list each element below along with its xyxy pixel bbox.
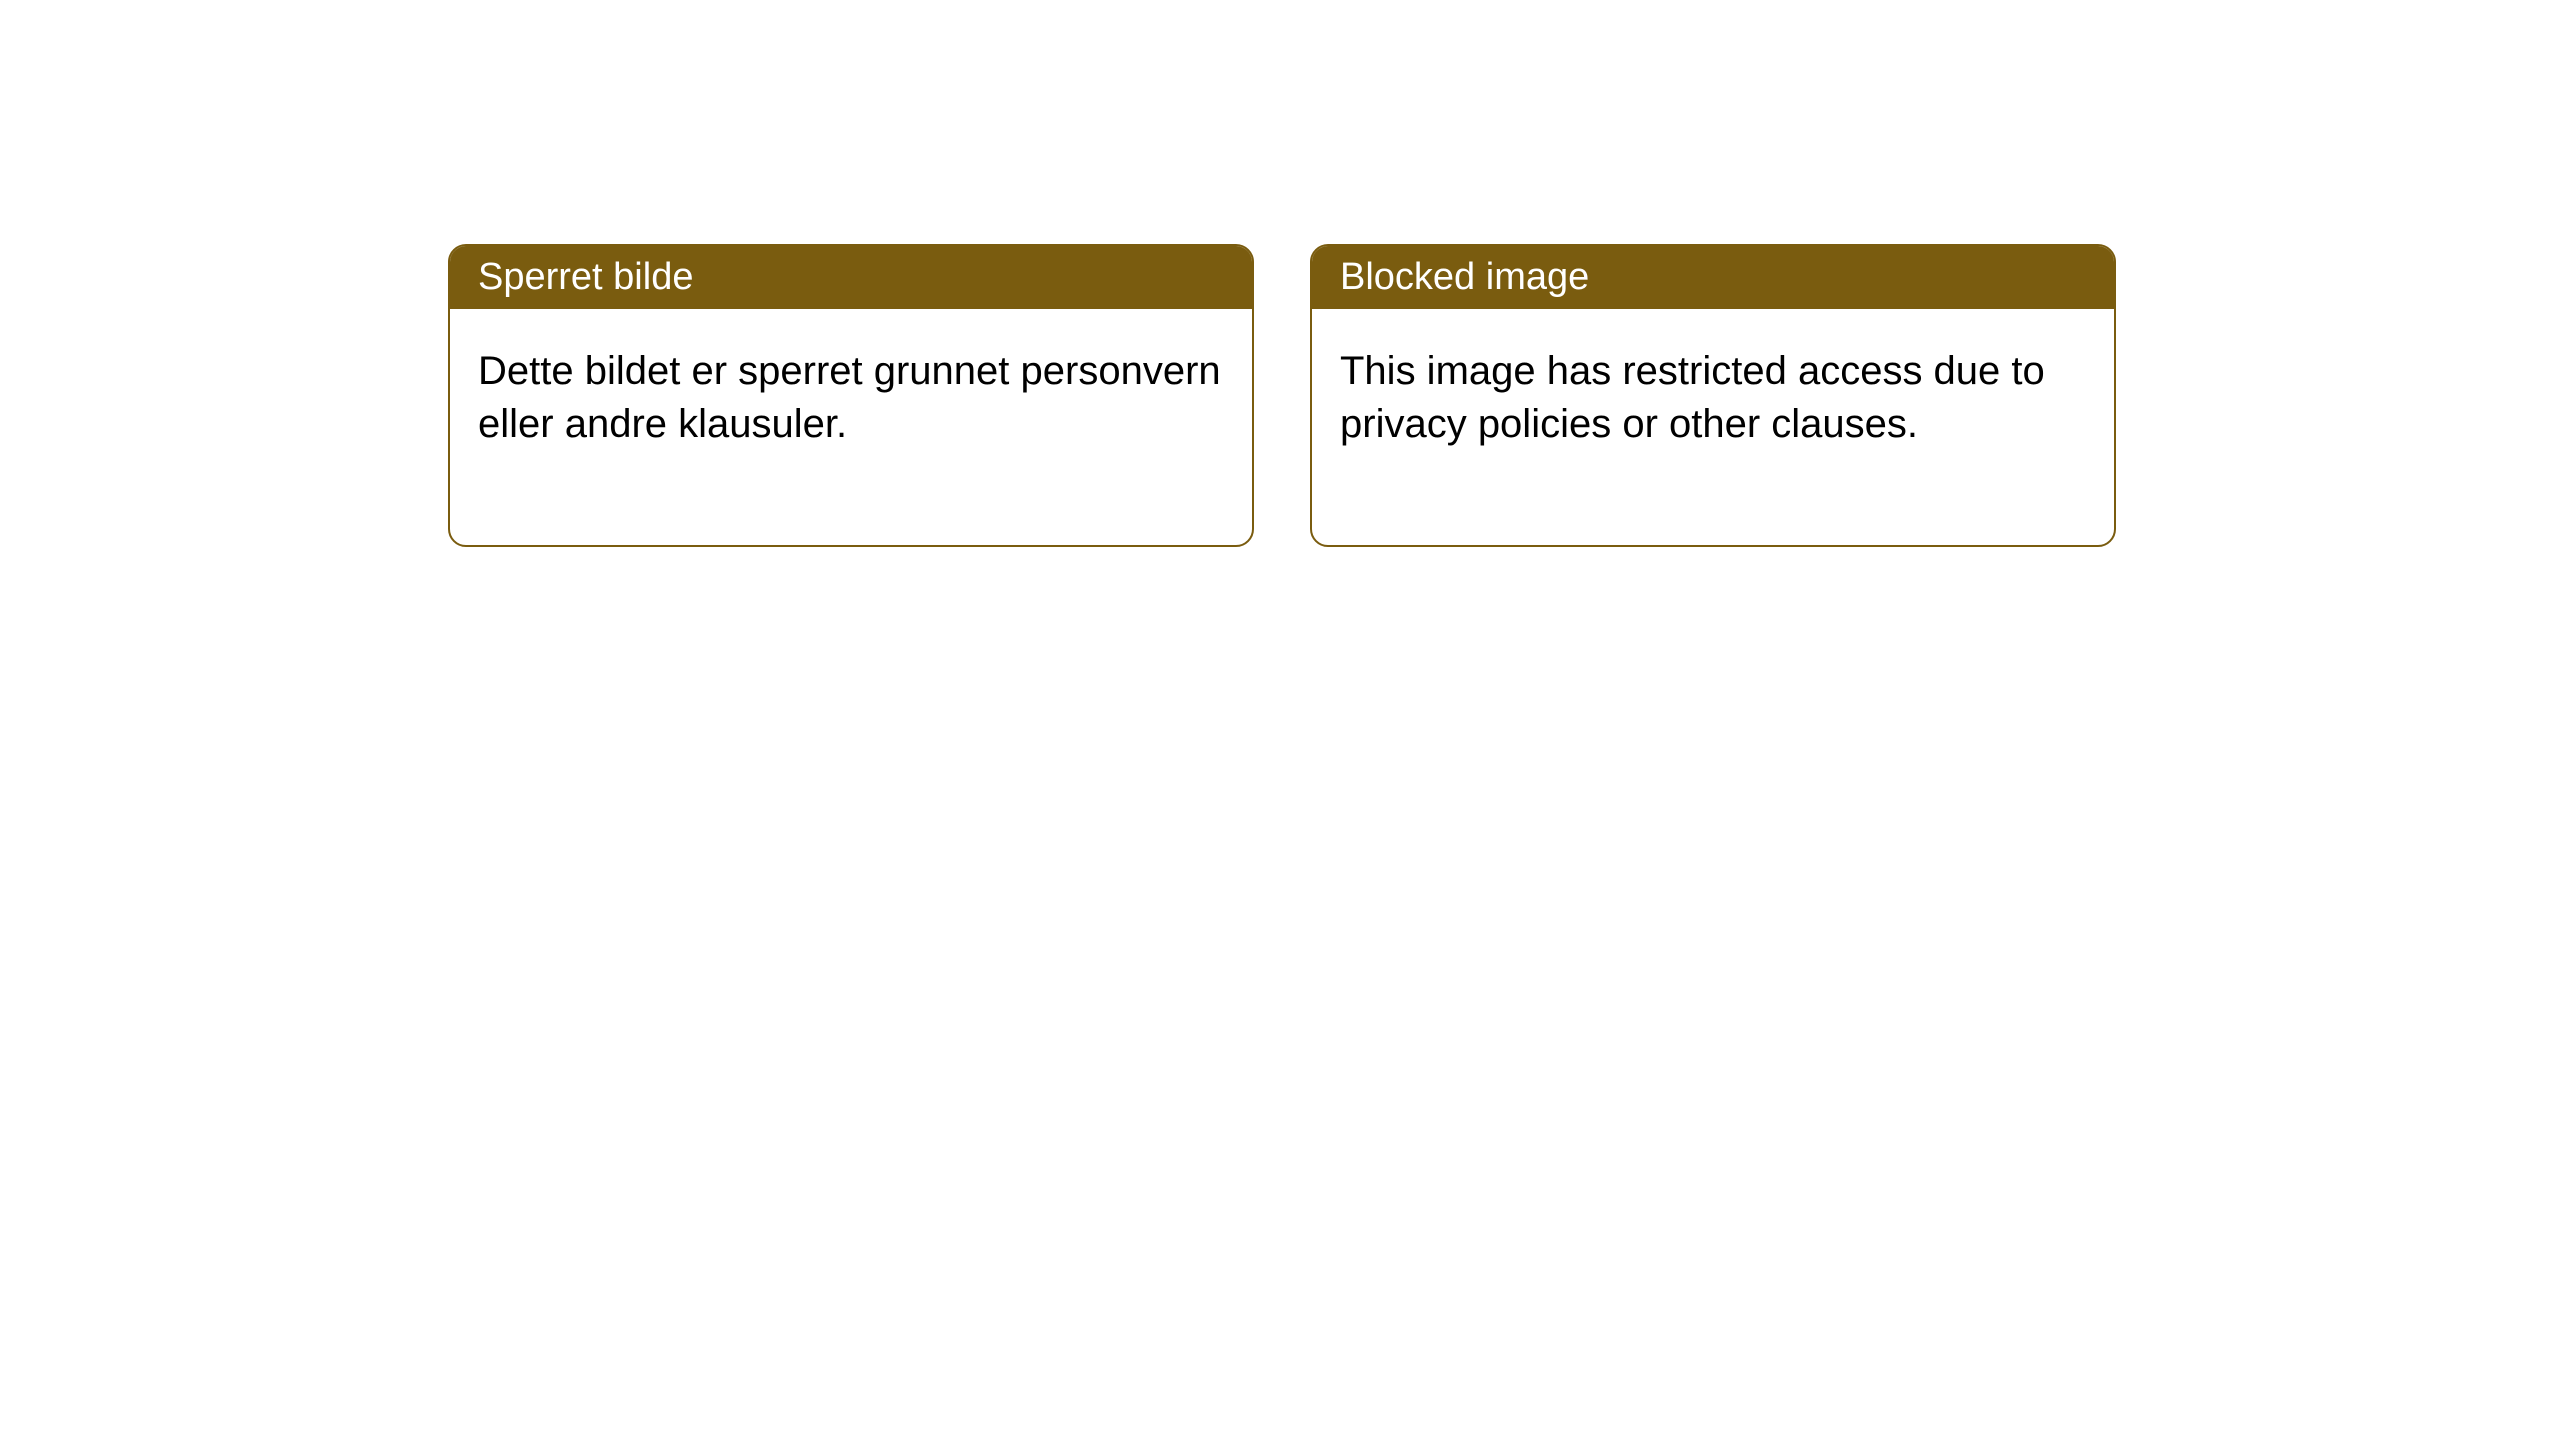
notice-card-body: This image has restricted access due to … [1312,309,2114,545]
notice-header-text: Blocked image [1340,256,1589,298]
notice-cards-container: Sperret bilde Dette bildet er sperret gr… [448,244,2116,547]
notice-card-english: Blocked image This image has restricted … [1310,244,2116,547]
notice-header-text: Sperret bilde [478,256,693,298]
notice-body-text: This image has restricted access due to … [1340,349,2045,446]
notice-card-body: Dette bildet er sperret grunnet personve… [450,309,1252,545]
notice-card-norwegian: Sperret bilde Dette bildet er sperret gr… [448,244,1254,547]
notice-card-header: Sperret bilde [450,246,1252,309]
notice-body-text: Dette bildet er sperret grunnet personve… [478,349,1221,446]
notice-card-header: Blocked image [1312,246,2114,309]
